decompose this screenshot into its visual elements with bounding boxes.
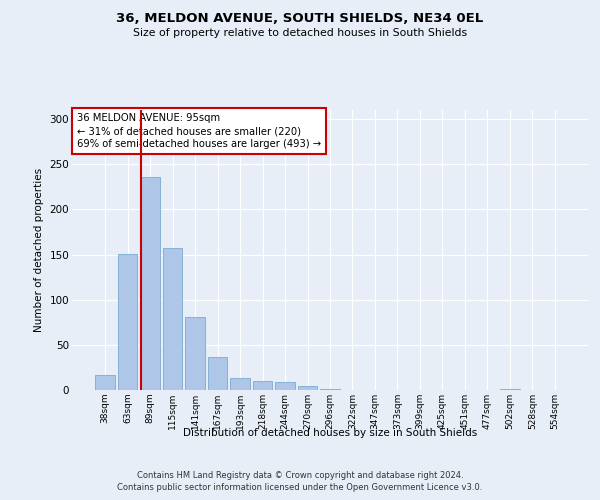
Bar bbox=[253, 381, 272, 390]
Bar bbox=[163, 248, 182, 390]
Bar bbox=[185, 317, 205, 390]
Bar bbox=[500, 389, 520, 390]
Text: 36, MELDON AVENUE, SOUTH SHIELDS, NE34 0EL: 36, MELDON AVENUE, SOUTH SHIELDS, NE34 0… bbox=[116, 12, 484, 26]
Text: Contains HM Land Registry data © Crown copyright and database right 2024.
Contai: Contains HM Land Registry data © Crown c… bbox=[118, 471, 482, 492]
Bar bbox=[298, 386, 317, 390]
Y-axis label: Number of detached properties: Number of detached properties bbox=[34, 168, 44, 332]
Bar bbox=[95, 374, 115, 390]
Bar bbox=[118, 254, 137, 390]
Text: 36 MELDON AVENUE: 95sqm
← 31% of detached houses are smaller (220)
69% of semi-d: 36 MELDON AVENUE: 95sqm ← 31% of detache… bbox=[77, 113, 321, 149]
Bar bbox=[275, 382, 295, 390]
Bar bbox=[230, 378, 250, 390]
Bar bbox=[140, 177, 160, 390]
Text: Distribution of detached houses by size in South Shields: Distribution of detached houses by size … bbox=[183, 428, 477, 438]
Text: Size of property relative to detached houses in South Shields: Size of property relative to detached ho… bbox=[133, 28, 467, 38]
Bar bbox=[320, 389, 340, 390]
Bar bbox=[208, 358, 227, 390]
